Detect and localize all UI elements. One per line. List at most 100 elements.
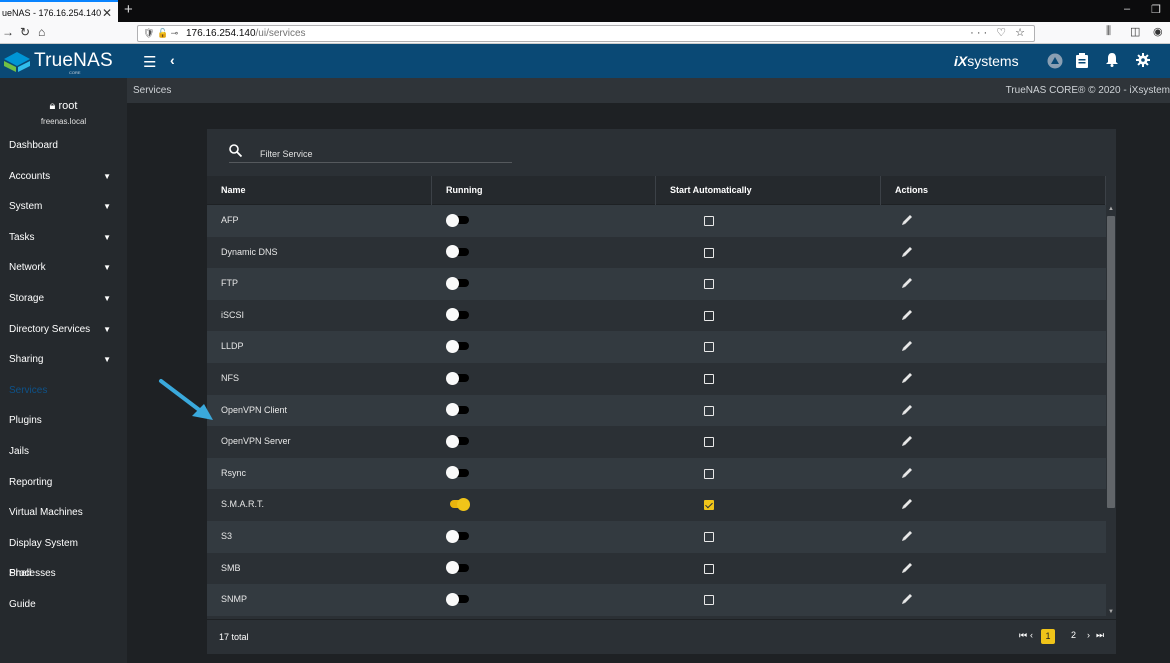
scroll-down-icon[interactable]: ▼ — [1108, 609, 1114, 615]
start-automatically-checkbox[interactable] — [704, 595, 714, 606]
running-toggle[interactable] — [446, 371, 470, 385]
sidebar-item-dashboard[interactable]: Dashboard — [0, 131, 127, 161]
table-scrollbar[interactable]: ▲ ▼ — [1106, 205, 1116, 619]
edit-pencil-icon[interactable] — [901, 497, 914, 513]
sidebar-toggle-icon[interactable]: ◫ — [1130, 26, 1141, 38]
bell-icon[interactable] — [1106, 53, 1118, 70]
sidebar-item-sharing[interactable]: Sharing ▼ — [0, 345, 127, 375]
prev-page-icon[interactable]: ‹ — [1030, 630, 1033, 640]
truenas-logo[interactable]: TrueNAS CORE — [4, 48, 126, 75]
running-toggle[interactable] — [446, 213, 470, 227]
scroll-up-icon[interactable]: ▲ — [1108, 206, 1114, 212]
close-tab-icon[interactable]: ✕ — [101, 6, 112, 20]
sidebar-item-directory-services[interactable]: Directory Services ▼ — [0, 315, 127, 345]
start-automatically-checkbox[interactable] — [704, 342, 714, 353]
edit-pencil-icon[interactable] — [901, 308, 914, 324]
running-toggle[interactable] — [446, 434, 470, 448]
truecommand-icon[interactable] — [1047, 53, 1063, 72]
column-header-running[interactable]: Running — [446, 185, 483, 195]
edit-pencil-icon[interactable] — [901, 434, 914, 450]
first-page-icon[interactable]: ⏮ — [1019, 630, 1028, 640]
scrollbar-thumb[interactable] — [1107, 216, 1115, 508]
sidebar-item-virtual-machines[interactable]: Virtual Machines — [0, 498, 127, 528]
ixsystems-logo[interactable]: iXsystems — [954, 53, 1019, 69]
page-actions-icon[interactable]: ··· ♡ ☆ — [970, 27, 1028, 39]
edit-pencil-icon[interactable] — [901, 276, 914, 292]
sidebar-item-guide[interactable]: Guide — [0, 590, 127, 620]
sidebar-item-network[interactable]: Network ▼ — [0, 253, 127, 283]
start-automatically-checkbox[interactable] — [704, 247, 714, 258]
home-icon[interactable]: ⌂ — [38, 25, 46, 39]
next-page-icon[interactable]: › — [1087, 630, 1090, 640]
running-toggle[interactable] — [446, 308, 470, 322]
page-2-button[interactable]: 2 — [1071, 630, 1077, 640]
sidebar-item-plugins[interactable]: Plugins — [0, 406, 127, 436]
sidebar-item-storage[interactable]: Storage ▼ — [0, 284, 127, 314]
start-automatically-checkbox[interactable] — [704, 500, 714, 511]
sidebar-item-jails[interactable]: Jails — [0, 437, 127, 467]
running-toggle[interactable] — [446, 561, 470, 575]
start-automatically-checkbox[interactable] — [704, 279, 714, 290]
chevron-down-icon[interactable]: ▼ — [103, 324, 111, 334]
filter-input[interactable]: Filter Service — [260, 149, 313, 159]
minimize-icon[interactable]: – — [1124, 3, 1131, 15]
power-icon[interactable] — [1163, 53, 1170, 70]
last-page-icon[interactable]: ⏭ — [1096, 630, 1105, 640]
column-header-name[interactable]: Name — [221, 185, 246, 195]
sidebar-item-accounts[interactable]: Accounts ▼ — [0, 162, 127, 192]
start-automatically-checkbox[interactable] — [704, 374, 714, 384]
chevron-down-icon[interactable]: ▼ — [103, 263, 111, 273]
restore-icon[interactable]: ❐ — [1151, 4, 1161, 16]
edit-pencil-icon[interactable] — [901, 403, 914, 419]
start-automatically-checkbox[interactable] — [704, 405, 714, 416]
edit-pencil-icon[interactable] — [901, 371, 914, 387]
edit-pencil-icon[interactable] — [901, 529, 914, 545]
start-automatically-checkbox[interactable] — [704, 437, 714, 448]
start-automatically-checkbox[interactable] — [704, 532, 714, 542]
sidebar-item-display-system-processes[interactable]: Display System Processes — [0, 529, 127, 579]
sidebar-item-shell[interactable]: Shell — [0, 559, 127, 589]
sidebar-item-reporting[interactable]: Reporting — [0, 468, 127, 498]
running-toggle[interactable] — [446, 403, 470, 417]
edit-pencil-icon[interactable] — [901, 245, 914, 261]
task-manager-icon[interactable] — [1076, 53, 1088, 71]
running-toggle[interactable] — [446, 529, 470, 543]
chevron-down-icon[interactable]: ▼ — [103, 171, 111, 181]
reload-icon[interactable]: ↻ — [20, 25, 31, 39]
edit-pencil-icon[interactable] — [901, 592, 914, 608]
breadcrumb[interactable]: Services — [133, 85, 172, 96]
column-header-start-automatically[interactable]: Start Automatically — [670, 185, 752, 195]
running-toggle[interactable] — [446, 339, 470, 353]
chevron-down-icon[interactable]: ▼ — [103, 294, 111, 303]
sidebar-item-system[interactable]: System ▼ — [0, 192, 127, 222]
chevron-down-icon[interactable]: ▼ — [103, 355, 111, 365]
url-bar[interactable]: 🛡 🔓 ⊸ 176.16.254.140/ui/services ··· ♡ ☆ — [137, 25, 1035, 42]
running-toggle[interactable] — [446, 466, 470, 480]
start-automatically-checkbox[interactable] — [704, 216, 714, 226]
edit-pencil-icon[interactable] — [901, 213, 914, 229]
chevron-down-icon[interactable]: ▼ — [103, 202, 111, 212]
menu-icon[interactable]: ☰ — [143, 54, 157, 71]
library-icon[interactable]: ⫼ — [1106, 25, 1112, 37]
running-toggle[interactable] — [446, 245, 470, 259]
running-toggle[interactable] — [446, 497, 470, 511]
chevron-down-icon[interactable]: ▼ — [103, 232, 111, 242]
collapse-sidebar-icon[interactable]: ‹ — [170, 52, 175, 68]
running-toggle[interactable] — [446, 592, 470, 606]
page-1-button[interactable]: 1 — [1041, 629, 1055, 644]
sidebar-item-tasks[interactable]: Tasks ▼ — [0, 223, 127, 253]
account-icon[interactable]: ◉ — [1153, 26, 1163, 38]
start-automatically-checkbox[interactable] — [704, 468, 714, 479]
browser-tab[interactable]: ueNAS - 176.16.254.140 ✕ — [0, 0, 118, 22]
running-toggle[interactable] — [446, 276, 470, 290]
gear-icon[interactable] — [1136, 53, 1150, 70]
edit-pencil-icon[interactable] — [901, 561, 914, 577]
new-tab-button[interactable]: + — [124, 1, 133, 18]
sidebar-item-services[interactable]: Services — [0, 376, 127, 406]
start-automatically-checkbox[interactable] — [704, 310, 714, 321]
edit-pencil-icon[interactable] — [901, 339, 914, 355]
edit-pencil-icon[interactable] — [901, 466, 914, 482]
shield-icon[interactable]: 🛡 🔓 ⊸ — [143, 28, 179, 38]
start-automatically-checkbox[interactable] — [704, 563, 714, 574]
filter-field[interactable]: Filter Service — [229, 144, 512, 163]
